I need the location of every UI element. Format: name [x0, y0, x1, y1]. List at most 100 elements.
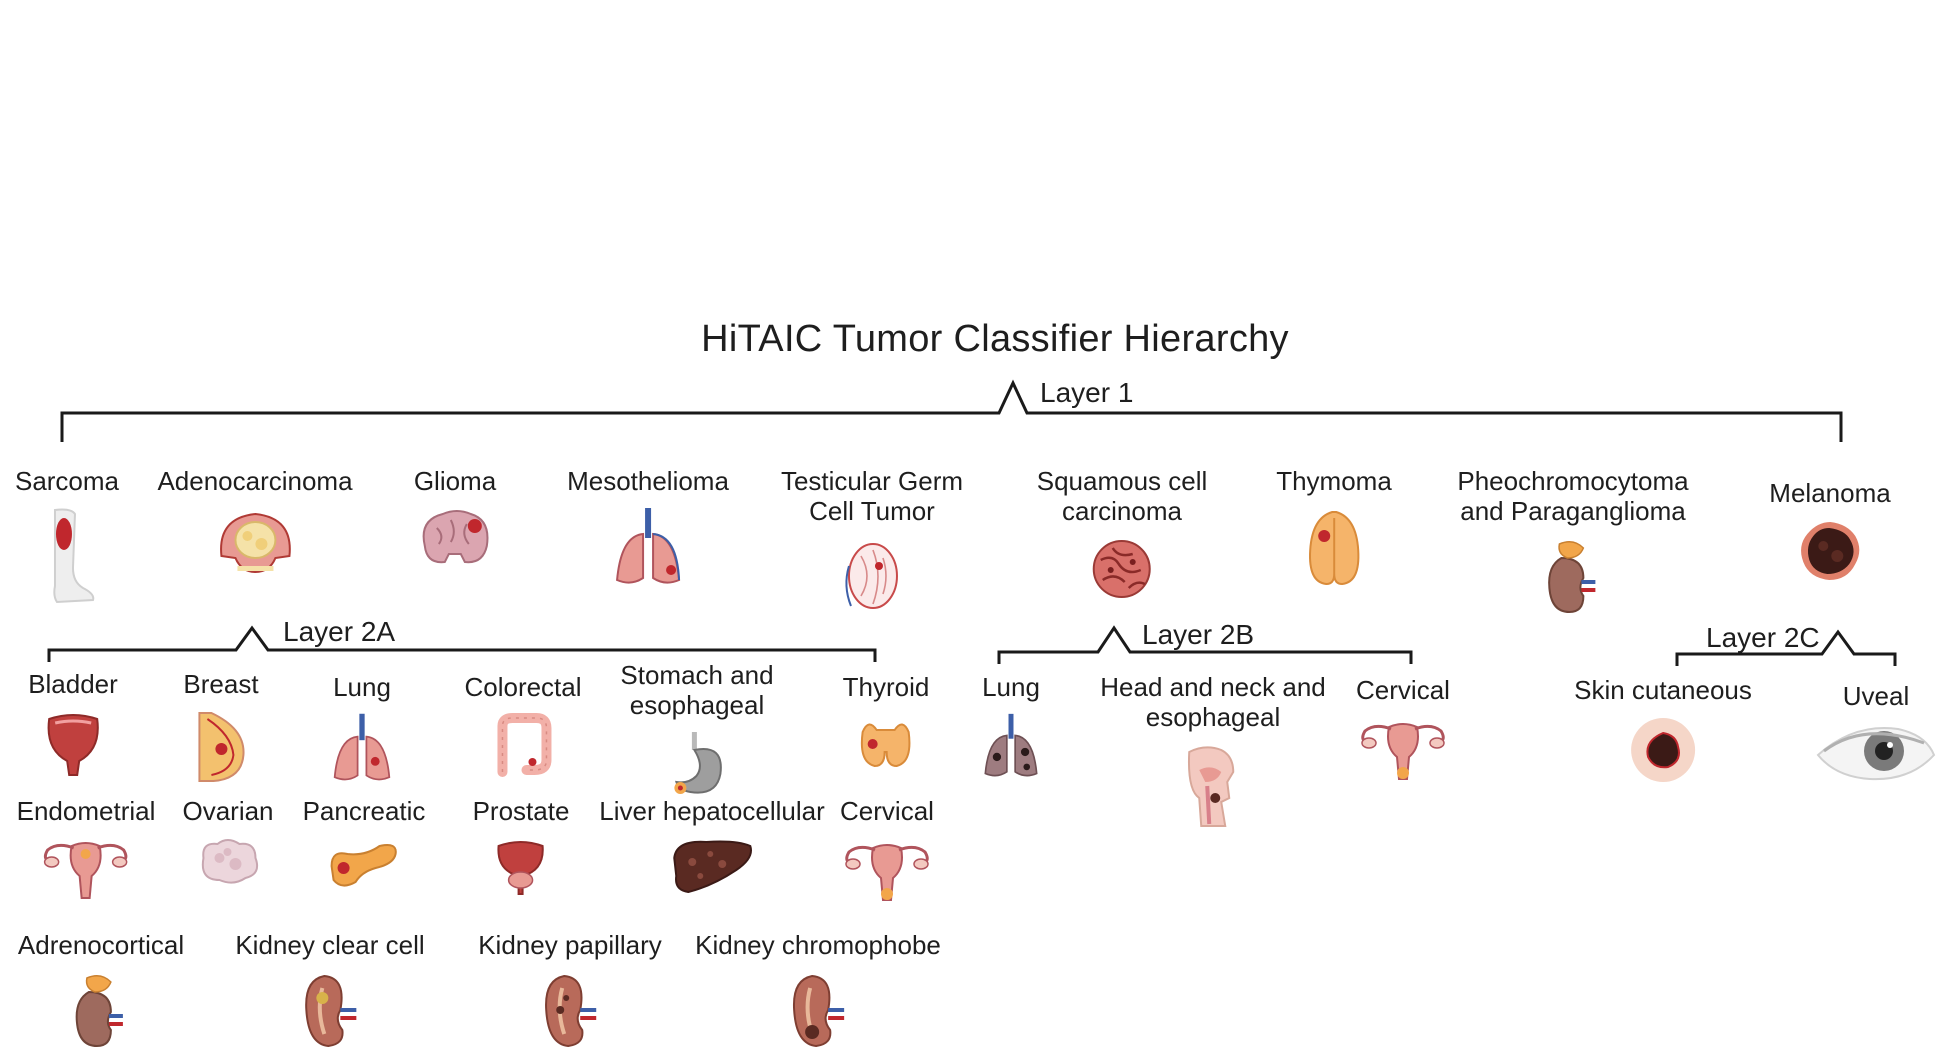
layer1-squamous-cell-carcinoma: Squamous cell carcinoma: [1036, 466, 1208, 602]
kidney-icon: [304, 974, 356, 1048]
diagram-title: HiTAIC Tumor Classifier Hierarchy: [701, 318, 1289, 360]
liver-icon: [672, 840, 752, 894]
breast-icon: [198, 712, 245, 782]
ovary-icon: [201, 839, 258, 884]
node-label: Ovarian: [182, 796, 274, 826]
layer1-testicular-germ-cell-tumor: Testicular Germ Cell Tumor: [781, 466, 963, 616]
testis-icon: [845, 543, 898, 609]
uterus-icon: [44, 842, 128, 899]
uterus-icon: [845, 844, 929, 901]
layer2c-skin-cutaneous: Skin cutaneous: [1574, 675, 1752, 785]
layer2b-cervical: Cervical: [1355, 675, 1451, 785]
kidney-icon: [544, 974, 596, 1048]
node-label: Adrenocortical: [17, 930, 185, 960]
node-label: Kidney chromophobe: [695, 930, 941, 960]
layer2c-uveal: Uveal: [1814, 681, 1938, 785]
node-label: Pancreatic: [302, 796, 426, 826]
node-label: Bladder: [28, 669, 118, 699]
node-label: Prostate: [472, 796, 570, 826]
layer2b-lung: Lung: [982, 672, 1040, 782]
layer2a-prostate: Prostate: [472, 796, 570, 898]
node-label: Testicular Germ Cell Tumor: [780, 466, 964, 526]
layer-2a-label: Layer 2A: [283, 616, 396, 647]
pancreas-icon: [330, 844, 398, 887]
layer2a-lung: Lung: [331, 672, 393, 786]
node-label: Melanoma: [1769, 478, 1891, 508]
layer2a-colorectal: Colorectal: [464, 672, 582, 782]
node-label: Cervical: [840, 796, 934, 826]
node-label: Mesothelioma: [567, 466, 729, 496]
layer2a-breast: Breast: [183, 669, 259, 785]
colon-icon: [497, 713, 551, 777]
thymus-icon: [1308, 511, 1360, 586]
layer1-adenocarcinoma: Adenocarcinoma: [157, 466, 353, 578]
head-neck-icon: [1187, 746, 1234, 827]
node-label: Breast: [183, 669, 259, 699]
layer1-thymoma: Thymoma: [1276, 466, 1392, 590]
layer2a-liver-hepatocellular: Liver hepatocellular: [599, 796, 825, 896]
node-label: Glioma: [413, 466, 497, 496]
layer2b-head-and-neck-and-esophageal: Head and neck and esophageal: [1100, 672, 1326, 828]
node-label: Endometrial: [16, 796, 156, 826]
kidney-icon: [792, 974, 844, 1048]
brain-icon: [422, 510, 489, 564]
layer-1-bracket: [60, 379, 1843, 442]
node-label: Head and neck and esophageal: [1100, 672, 1326, 732]
eye-icon: [1816, 727, 1936, 781]
node-label: Kidney clear cell: [235, 930, 425, 960]
node-label: Sarcoma: [14, 466, 120, 496]
layer-1-label: Layer 1: [1040, 377, 1134, 408]
layer2a-thyroid: Thyroid: [842, 672, 930, 774]
leg-icon: [53, 508, 95, 604]
layer1-melanoma: Melanoma: [1769, 478, 1891, 584]
layer2a-endometrial: Endometrial: [16, 796, 156, 902]
node-label: Cervical: [1356, 675, 1450, 705]
layer-2b-label: Layer 2B: [1142, 619, 1255, 650]
uterus-icon: [1361, 723, 1445, 780]
node-label: Colorectal: [464, 672, 582, 702]
layer2a-ovarian: Ovarian: [182, 796, 274, 886]
node-label: Lung: [982, 672, 1040, 702]
layer1-mesothelioma: Mesothelioma: [567, 466, 729, 590]
node-label: Pheochromocytoma and Paraganglioma: [1457, 466, 1689, 526]
dark-lungs-icon: [984, 713, 1038, 777]
node-label: Kidney papillary: [478, 930, 662, 960]
layer2a-kidney-papillary: Kidney papillary: [478, 930, 662, 1050]
node-label: Lung: [333, 672, 391, 702]
thyroid-icon: [861, 723, 911, 768]
breast-tissue-icon: [219, 512, 291, 574]
node-label: Thymoma: [1276, 466, 1392, 496]
layer-2b-bracket: [997, 625, 1413, 664]
skin-lesion-icon: [1630, 718, 1695, 782]
lungs-icon: [333, 713, 391, 781]
adrenal-icon: [1547, 541, 1595, 614]
adrenal-icon: [75, 975, 123, 1048]
layer2a-pancreatic: Pancreatic: [302, 796, 426, 892]
layer2a-adrenocortical: Adrenocortical: [18, 930, 184, 1050]
melanoma-icon: [1800, 522, 1859, 580]
lungs-icon: [615, 508, 681, 584]
node-label: Thyroid: [842, 672, 930, 702]
layer1-pheochromocytoma-and-paraganglioma: Pheochromocytoma and Paraganglioma: [1457, 466, 1689, 616]
node-label: Adenocarcinoma: [157, 466, 353, 496]
node-label: Squamous cell carcinoma: [1036, 466, 1208, 526]
layer2a-stomach-and-esophageal: Stomach and esophageal: [620, 660, 774, 802]
layer2a-kidney-clear-cell: Kidney clear cell: [235, 930, 425, 1050]
layer1-glioma: Glioma: [414, 466, 496, 572]
layer-2a-bracket: [47, 625, 877, 662]
stomach-icon: [674, 732, 722, 794]
node-label: Stomach and esophageal: [620, 660, 774, 720]
node-label: Skin cutaneous: [1574, 675, 1752, 705]
layer2a-bladder: Bladder: [28, 669, 118, 779]
layer-2c-label: Layer 2C: [1706, 622, 1820, 653]
prostate-icon: [497, 841, 545, 895]
node-label: Liver hepatocellular: [599, 796, 825, 826]
squamous-cell-icon: [1092, 540, 1151, 598]
layer2a-cervical: Cervical: [839, 796, 935, 906]
bladder-icon: [47, 714, 99, 776]
node-label: Uveal: [1842, 681, 1910, 711]
layer-2c-bracket: [1675, 629, 1897, 666]
layer1-sarcoma: Sarcoma: [15, 466, 119, 606]
